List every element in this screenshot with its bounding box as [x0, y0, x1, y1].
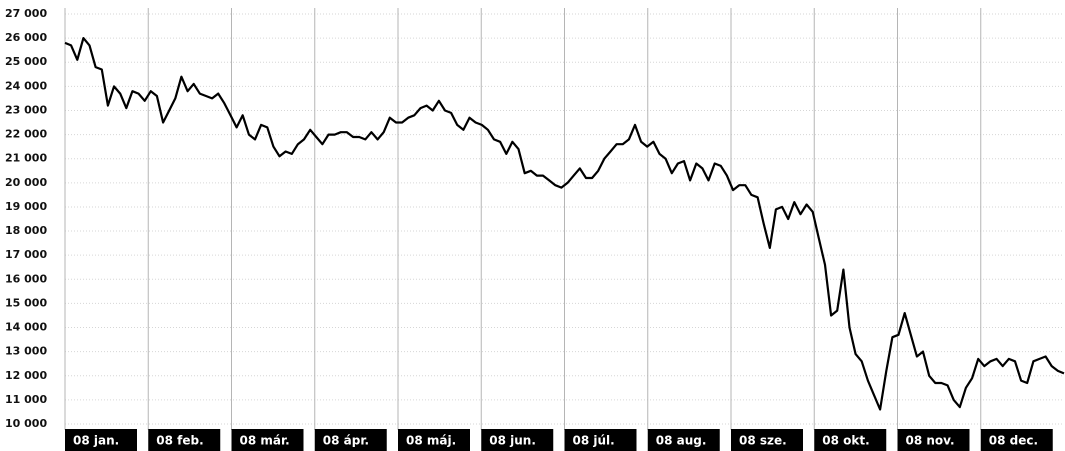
y-tick-label: 27 000: [5, 7, 47, 20]
y-tick-label: 17 000: [5, 248, 47, 261]
month-label-box: [897, 429, 970, 451]
y-tick-label: 18 000: [5, 224, 47, 237]
y-tick-label: 15 000: [5, 296, 47, 309]
y-tick-label: 10 000: [5, 417, 47, 430]
y-tick-label: 11 000: [5, 393, 47, 406]
x-tick-label: 08 okt.: [822, 434, 869, 448]
month-label-box: [314, 429, 387, 451]
line-series: [64, 37, 1065, 411]
y-tick-label: 25 000: [5, 55, 47, 68]
month-label-box: [65, 429, 137, 451]
y-tick-label: 19 000: [5, 200, 47, 213]
x-tick-label: 08 ápr.: [323, 434, 369, 448]
month-label-box: [398, 429, 470, 451]
y-tick-label: 16 000: [5, 272, 47, 285]
y-tick-label: 14 000: [5, 321, 47, 334]
month-label-box: [481, 429, 554, 451]
y-tick-label: 22 000: [5, 128, 47, 141]
x-tick-label: 08 júl.: [573, 434, 615, 448]
y-tick-label: 20 000: [5, 176, 47, 189]
x-tick-label: 08 jan.: [73, 434, 119, 448]
y-tick-label: 26 000: [5, 31, 47, 44]
month-label-box: [564, 429, 637, 451]
x-tick-label: 08 sze.: [739, 434, 787, 448]
month-label-box: [148, 429, 221, 451]
x-tick-label: 08 nov.: [906, 434, 955, 448]
month-label-box: [814, 429, 887, 451]
x-tick-label: 08 jun.: [489, 434, 536, 448]
y-tick-label: 12 000: [5, 369, 47, 382]
y-tick-label: 21 000: [5, 152, 47, 165]
month-label-box: [731, 429, 803, 451]
x-tick-label: 08 feb.: [156, 434, 203, 448]
month-label-box: [231, 429, 304, 451]
y-tick-label: 13 000: [5, 345, 47, 358]
x-tick-label: 08 dec.: [989, 434, 1038, 448]
month-label-box: [980, 429, 1053, 451]
y-tick-label: 23 000: [5, 103, 47, 116]
month-label-box: [647, 429, 720, 451]
y-tick-label: 24 000: [5, 79, 47, 92]
x-tick-label: 08 aug.: [656, 434, 707, 448]
x-tick-label: 08 máj.: [406, 434, 456, 448]
x-tick-label: 08 már.: [240, 434, 290, 448]
